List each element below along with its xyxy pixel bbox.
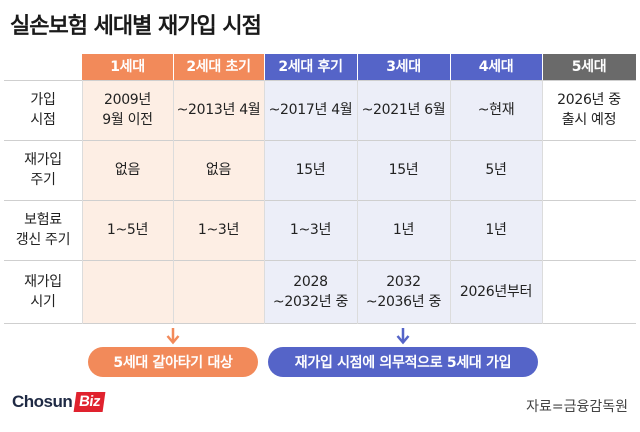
chosunbiz-logo: Chosun Biz — [12, 392, 106, 412]
table-cell: 2032 ~2036년 중 — [365, 273, 442, 310]
header-gen-2-late: 2세대 후기 — [264, 54, 357, 80]
mid-generation-column-tint — [264, 80, 542, 324]
row-label-join-time: 가입 시점 — [30, 92, 56, 128]
table-cell: 1~5년 — [106, 222, 149, 238]
note-switch-target-pill: 5세대 갈아타기 대상 — [88, 347, 258, 377]
table-cell: 없음 — [205, 162, 232, 178]
table-cell: 15년 — [388, 162, 419, 178]
table-cell: 2026년 중 출시 예정 — [557, 92, 621, 128]
table-cell: ~2017년 4월 — [268, 102, 353, 118]
table-cell: ~2013년 4월 — [176, 102, 261, 118]
source-credit: 자료=금융감독원 — [526, 399, 628, 415]
table-cell — [542, 260, 636, 323]
table-cell: 1년 — [392, 222, 415, 238]
header-gen-4: 4세대 — [450, 54, 542, 80]
arrow-down-orange-icon — [166, 328, 180, 345]
generation-table: 1세대 2세대 초기 2세대 후기 3세대 4세대 5세대 가입 시점 2009년… — [4, 54, 636, 324]
note-mandatory-pill: 재가입 시점에 의무적으로 5세대 가입 — [268, 347, 538, 377]
table-cell: 1~3년 — [289, 222, 332, 238]
table-cell: 2028 ~2032년 중 — [272, 273, 349, 310]
table-cell: 15년 — [295, 162, 326, 178]
header-gen-5: 5세대 — [542, 54, 636, 80]
table-cell: ~2021년 6월 — [361, 102, 446, 118]
table-cell — [173, 260, 264, 323]
table-cell — [542, 200, 636, 260]
row-label-premium-renewal: 보험료 갱신 주기 — [15, 212, 71, 248]
table-cell — [82, 260, 173, 323]
page-title: 실손보험 세대별 재가입 시점 — [10, 14, 262, 39]
table-cell: 2009년 9월 이전 — [102, 92, 153, 128]
row-label-rejoin-cycle: 재가입 주기 — [24, 152, 62, 188]
table-cell: 2026년부터 — [459, 283, 533, 300]
header-gen-3: 3세대 — [357, 54, 450, 80]
table-cell: ~현재 — [477, 102, 515, 118]
row-label-rejoin-timing: 재가입 시기 — [24, 273, 62, 310]
table-cell: 5년 — [485, 162, 507, 178]
table-cell: 1년 — [485, 222, 507, 238]
header-gen-1: 1세대 — [82, 54, 173, 80]
arrow-down-blue-icon — [396, 328, 410, 345]
table-cell: 없음 — [114, 162, 141, 178]
table-cell — [542, 140, 636, 200]
table-cell: 1~3년 — [197, 222, 240, 238]
header-gen-2-early: 2세대 초기 — [173, 54, 264, 80]
